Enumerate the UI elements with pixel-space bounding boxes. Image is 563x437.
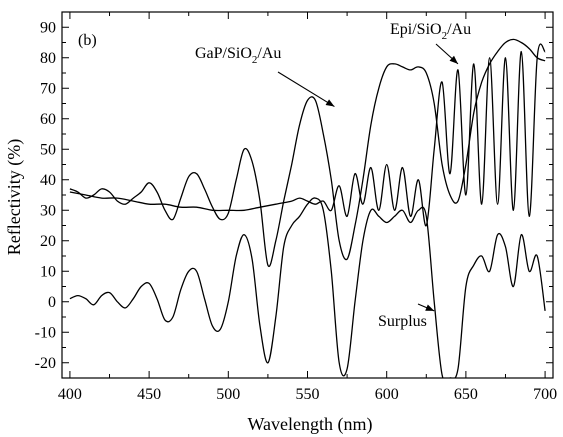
x-tick-label: 500 bbox=[216, 386, 240, 403]
series-line-surplus bbox=[69, 197, 546, 378]
annotation-epi-suffix: /Au bbox=[447, 21, 471, 38]
y-tick-label: 0 bbox=[48, 294, 56, 311]
series-line-gap-sio2-au bbox=[69, 38, 546, 268]
y-tick-label: 60 bbox=[40, 111, 56, 128]
y-axis-label: Reflectivity (%) bbox=[4, 139, 25, 255]
y-tick-label: 90 bbox=[40, 19, 56, 36]
y-tick-label: 10 bbox=[40, 263, 56, 280]
plot-frame bbox=[61, 11, 554, 379]
y-tick-label: 70 bbox=[40, 80, 56, 97]
y-tick-label: -20 bbox=[35, 355, 56, 372]
y-tick-label: 30 bbox=[40, 202, 56, 219]
x-axis-label: Wavelength (nm) bbox=[247, 414, 372, 435]
annotation-surplus: Surplus bbox=[378, 313, 427, 330]
tick-marks bbox=[62, 12, 553, 378]
y-tick-label: -10 bbox=[35, 324, 56, 341]
y-tick-label: 50 bbox=[40, 141, 56, 158]
x-tick-label: 650 bbox=[454, 386, 478, 403]
annotation-epi-sio2-au: Epi/SiO2/Au bbox=[390, 21, 471, 42]
annotation-gap-prefix: GaP/SiO bbox=[195, 45, 252, 62]
gap-arrow-shaft bbox=[277, 71, 335, 108]
y-tick-labels: -20 -10 0 10 20 30 40 50 60 70 80 90 bbox=[35, 19, 56, 372]
x-tick-label: 400 bbox=[58, 386, 82, 403]
panel-label: (b) bbox=[78, 32, 97, 49]
y-tick-label: 20 bbox=[40, 233, 56, 250]
annotation-gap-sub: 2 bbox=[252, 54, 258, 66]
epi-arrow-head bbox=[449, 55, 458, 64]
x-tick-label: 700 bbox=[533, 386, 557, 403]
annotation-epi-sub: 2 bbox=[442, 30, 448, 42]
annotation-epi-prefix: Epi/SiO bbox=[390, 21, 442, 38]
y-tick-label: 40 bbox=[40, 172, 56, 189]
annotation-arrows bbox=[277, 43, 459, 312]
annotation-gap-sio2-au: GaP/SiO2/Au bbox=[195, 45, 281, 66]
series-line-epi-sio2-au bbox=[69, 43, 546, 227]
x-tick-label: 450 bbox=[137, 386, 161, 403]
gap-arrow-head bbox=[325, 99, 335, 107]
y-tick-label: 80 bbox=[40, 50, 56, 67]
surplus-arrow-head bbox=[425, 304, 435, 311]
x-tick-label: 550 bbox=[296, 386, 320, 403]
x-tick-labels: 400 450 500 550 600 650 700 bbox=[58, 386, 557, 403]
annotation-gap-suffix: /Au bbox=[257, 45, 281, 62]
series-lines bbox=[69, 38, 546, 378]
x-tick-label: 600 bbox=[375, 386, 399, 403]
